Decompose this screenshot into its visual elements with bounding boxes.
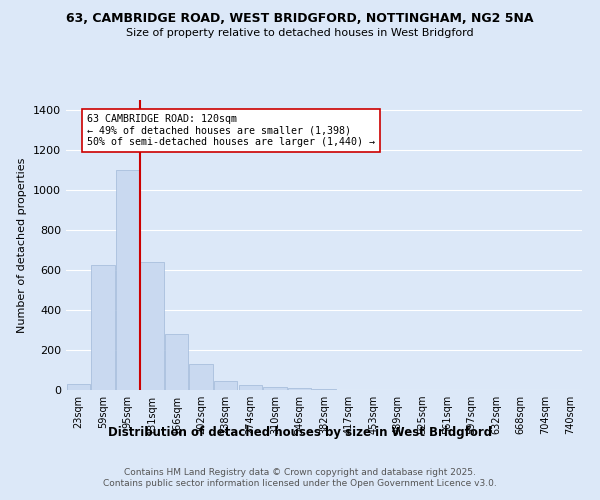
Text: Size of property relative to detached houses in West Bridgford: Size of property relative to detached ho… bbox=[126, 28, 474, 38]
Text: 63 CAMBRIDGE ROAD: 120sqm
← 49% of detached houses are smaller (1,398)
50% of se: 63 CAMBRIDGE ROAD: 120sqm ← 49% of detac… bbox=[87, 114, 375, 147]
Bar bbox=[67, 384, 90, 390]
Bar bbox=[214, 381, 238, 390]
Text: Distribution of detached houses by size in West Bridgford: Distribution of detached houses by size … bbox=[108, 426, 492, 439]
Bar bbox=[288, 388, 311, 390]
Bar bbox=[239, 385, 262, 390]
Bar bbox=[313, 389, 335, 390]
Bar bbox=[140, 262, 164, 390]
Bar bbox=[91, 265, 115, 390]
Bar bbox=[116, 170, 139, 390]
Y-axis label: Number of detached properties: Number of detached properties bbox=[17, 158, 28, 332]
Text: 63, CAMBRIDGE ROAD, WEST BRIDGFORD, NOTTINGHAM, NG2 5NA: 63, CAMBRIDGE ROAD, WEST BRIDGFORD, NOTT… bbox=[66, 12, 534, 26]
Text: Contains HM Land Registry data © Crown copyright and database right 2025.
Contai: Contains HM Land Registry data © Crown c… bbox=[103, 468, 497, 487]
Bar bbox=[165, 334, 188, 390]
Bar bbox=[190, 364, 213, 390]
Bar bbox=[263, 387, 287, 390]
